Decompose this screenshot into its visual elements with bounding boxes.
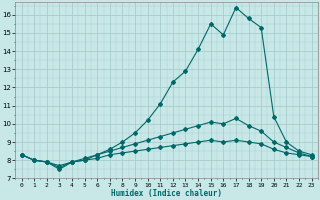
X-axis label: Humidex (Indice chaleur): Humidex (Indice chaleur) (111, 189, 222, 198)
